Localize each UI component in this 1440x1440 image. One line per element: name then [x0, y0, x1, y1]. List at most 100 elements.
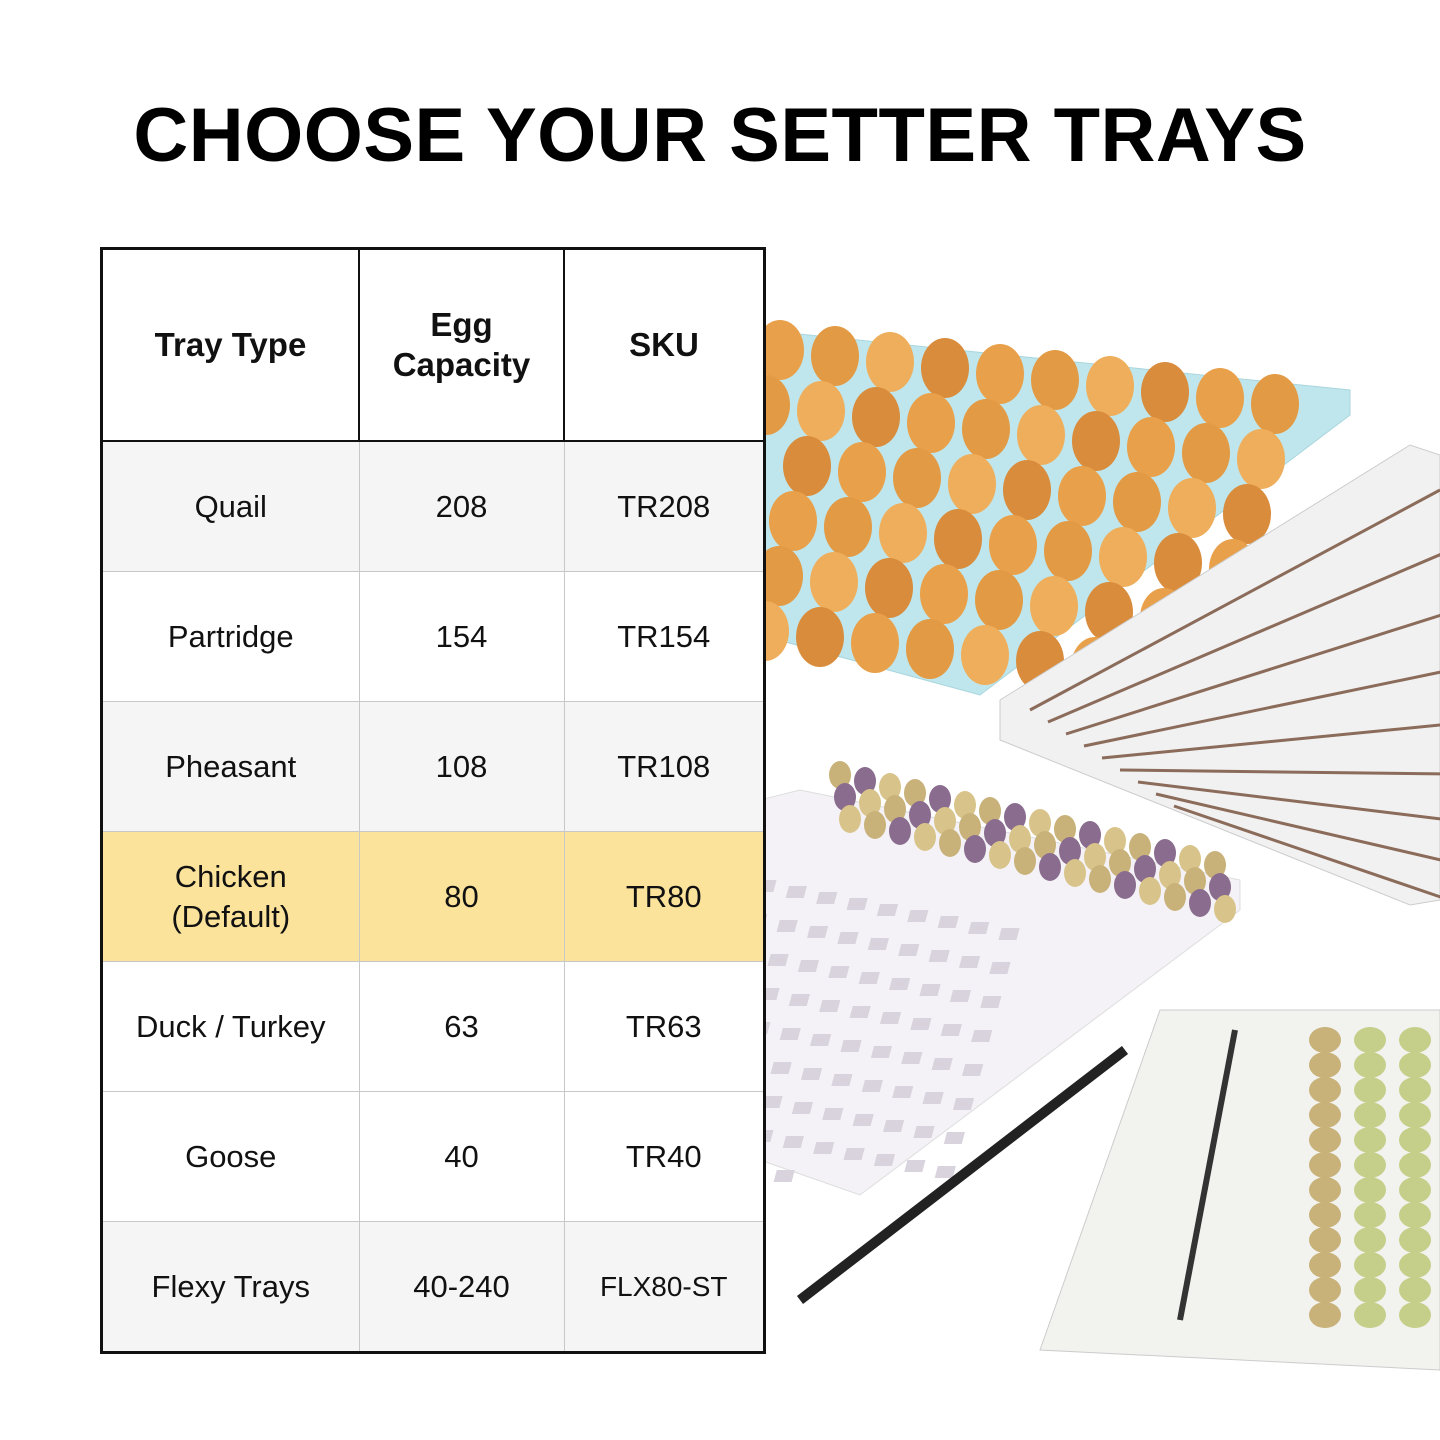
egg: [824, 497, 872, 557]
egg: [838, 442, 886, 502]
table-row-partridge: Partridge 154 TR154: [101, 571, 765, 702]
egg: [1399, 1277, 1431, 1303]
setter-trays-photo: [760, 320, 1440, 1371]
quail-egg-tray-image: [760, 761, 1241, 1196]
egg: [1399, 1227, 1431, 1253]
egg: [907, 393, 955, 453]
quail-egg: [984, 819, 1006, 847]
egg: [921, 338, 969, 398]
egg: [1309, 1127, 1341, 1153]
egg: [1399, 1027, 1431, 1053]
egg: [906, 619, 954, 679]
table-row-pheasant: Pheasant 108 TR108: [101, 701, 765, 832]
quail-egg: [914, 823, 936, 851]
quail-egg: [1154, 839, 1176, 867]
setter-tray-table: Tray Type Egg Capacity SKU Quail 208 TR2…: [100, 247, 766, 1354]
quail-egg: [1214, 895, 1236, 923]
quail-egg: [989, 841, 1011, 869]
egg: [797, 381, 845, 441]
egg: [1309, 1302, 1341, 1328]
slotted-tray-image: [999, 444, 1440, 906]
egg: [810, 552, 858, 612]
cell-sku: TR63: [563, 961, 765, 1092]
quail-egg: [1104, 827, 1126, 855]
egg: [1223, 484, 1271, 544]
cell-sku: TR108: [563, 701, 765, 832]
egg: [1031, 350, 1079, 410]
quail-egg: [1109, 849, 1131, 877]
cell-sku: TR154: [563, 571, 765, 702]
cell-capacity: 40: [358, 1091, 565, 1222]
egg: [1168, 478, 1216, 538]
header-sku: SKU: [563, 247, 766, 442]
egg: [866, 332, 914, 392]
table-row-flexy-trays: Flexy Trays 40-240 FLX80-ST: [101, 1221, 765, 1353]
quail-egg: [904, 779, 926, 807]
egg: [1309, 1052, 1341, 1078]
quail-egg: [909, 801, 931, 829]
quail-egg: [1014, 847, 1036, 875]
egg: [1309, 1177, 1341, 1203]
quail-egg: [1079, 821, 1101, 849]
quail-egg: [1004, 803, 1026, 831]
egg: [1354, 1052, 1386, 1078]
egg: [1399, 1127, 1431, 1153]
quail-egg: [1139, 877, 1161, 905]
cell-capacity: 80: [358, 831, 565, 962]
header-egg-capacity: Egg Capacity: [358, 247, 565, 442]
quail-egg: [829, 761, 851, 789]
table-row-goose: Goose 40 TR40: [101, 1091, 765, 1222]
egg: [1354, 1302, 1386, 1328]
egg: [1354, 1127, 1386, 1153]
quail-egg: [929, 785, 951, 813]
quail-egg: [1189, 889, 1211, 917]
egg: [1017, 405, 1065, 465]
egg: [1354, 1077, 1386, 1103]
quail-egg: [1089, 865, 1111, 893]
quail-egg: [979, 797, 1001, 825]
egg: [1196, 368, 1244, 428]
cell-sku: TR40: [563, 1091, 765, 1222]
egg: [769, 491, 817, 551]
egg: [1399, 1177, 1431, 1203]
egg: [1399, 1202, 1431, 1228]
page-title: CHOOSE YOUR SETTER TRAYS: [133, 93, 1307, 178]
egg: [1309, 1277, 1341, 1303]
egg: [962, 399, 1010, 459]
cell-sku: TR80: [563, 831, 765, 962]
egg: [1354, 1227, 1386, 1253]
egg: [851, 613, 899, 673]
quail-egg: [1034, 831, 1056, 859]
egg: [893, 448, 941, 508]
egg: [1309, 1027, 1341, 1053]
egg: [760, 320, 804, 380]
egg: [1141, 362, 1189, 422]
egg: [1354, 1152, 1386, 1178]
table-row-duck-turkey: Duck / Turkey 63 TR63: [101, 961, 765, 1092]
egg: [1399, 1077, 1431, 1103]
cell-capacity: 208: [358, 440, 565, 572]
egg: [760, 375, 790, 435]
egg: [1309, 1202, 1341, 1228]
quail-egg: [1184, 867, 1206, 895]
cell-capacity: 108: [358, 701, 565, 832]
egg: [920, 564, 968, 624]
quail-egg: [854, 767, 876, 795]
egg: [961, 625, 1009, 685]
egg: [760, 546, 803, 606]
egg: [1127, 417, 1175, 477]
egg: [852, 387, 900, 447]
egg: [1309, 1252, 1341, 1278]
egg: [1399, 1052, 1431, 1078]
table-row-quail: Quail 208 TR208: [101, 440, 765, 572]
egg: [879, 503, 927, 563]
quail-egg: [864, 811, 886, 839]
egg: [1309, 1102, 1341, 1128]
egg: [1003, 460, 1051, 520]
header-tray-type: Tray Type: [100, 247, 360, 442]
egg: [1237, 429, 1285, 489]
egg: [1354, 1177, 1386, 1203]
quail-egg: [834, 783, 856, 811]
egg: [1354, 1252, 1386, 1278]
cell-tray-type: Chicken (Default): [101, 831, 360, 962]
